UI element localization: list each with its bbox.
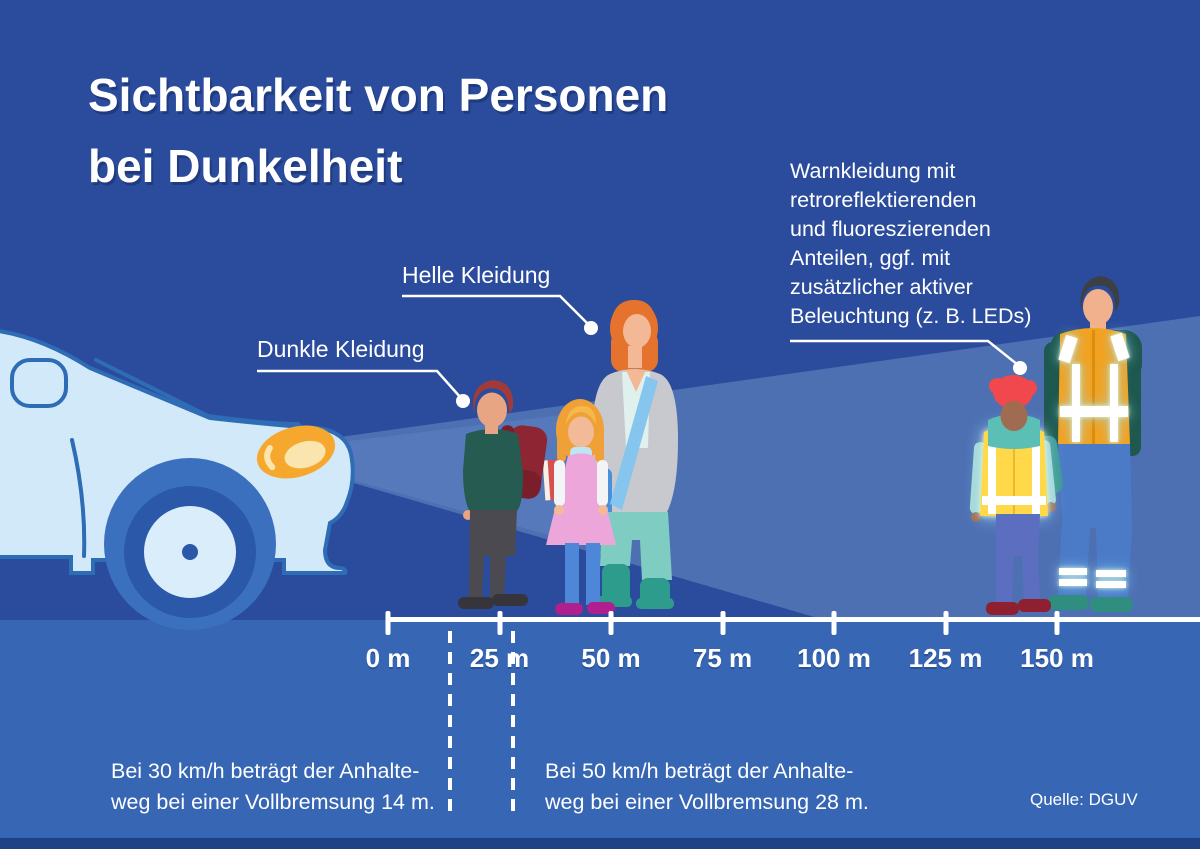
girl-shoe-left (555, 603, 583, 615)
child-shoe-left (986, 602, 1019, 615)
car-headlight (256, 425, 336, 479)
car-front-wheel (104, 458, 276, 630)
man-shoe-right (1090, 597, 1133, 612)
car-side-mirror (10, 358, 68, 408)
man-sleeve-left (1044, 342, 1063, 452)
source-credit: Quelle: DGUV (1030, 790, 1138, 809)
braking-note-50kmh: Bei 50 km/h beträgt der Anhalte- weg bei… (545, 759, 869, 814)
girl-arm-right (597, 460, 608, 506)
label-warning-clothing: Warnkleidung mit retroreflektierenden un… (790, 159, 1032, 328)
woman-boot-left (602, 564, 630, 606)
infographic-title: Sichtbarkeit von Personen bei Dunkelheit (88, 69, 669, 192)
car-door-crease (70, 438, 87, 558)
boy-shoe-right (492, 594, 528, 606)
woman-bag-strap (610, 376, 658, 510)
pedestrian-girl-light-clothing (542, 399, 616, 615)
man-shoe-left (1048, 595, 1089, 610)
child-face (1000, 401, 1028, 431)
callout-line-warning-clothing (790, 339, 1027, 375)
label-light-clothing: Helle Kleidung (402, 262, 551, 288)
distance-scale-line (386, 617, 1200, 622)
girl-arm-left (554, 460, 565, 506)
boy-trousers (469, 510, 517, 599)
girl-shoe-right (587, 602, 615, 614)
child-jeans (996, 514, 1040, 604)
boy-face (477, 392, 507, 428)
man-jeans (1058, 444, 1132, 600)
boy-jacket (463, 429, 523, 512)
woman-face (623, 314, 651, 348)
woman-neck (628, 346, 642, 368)
child-shoe-right (1018, 599, 1051, 612)
boy-hair (473, 380, 514, 414)
car-illustration (0, 329, 355, 630)
woman-hair-front (612, 300, 654, 318)
woman-trousers (600, 512, 672, 580)
pedestrian-child-warning-clothing (969, 375, 1063, 615)
braking-note-30kmh: Bei 30 km/h beträgt der Anhalte- weg bei… (111, 759, 435, 814)
man-reflective-stripes (1058, 332, 1130, 442)
road (0, 620, 1200, 838)
child-scarf (988, 414, 1040, 449)
girl-bangs (566, 406, 596, 424)
boy-shoe-left (458, 597, 494, 609)
pedestrian-man-warning-clothing (1044, 276, 1142, 612)
girl-face (568, 416, 594, 448)
headlight-beam (340, 316, 1200, 621)
callout-line-light-clothing (402, 294, 598, 335)
callout-line-dark-clothing (257, 369, 470, 408)
man-hair (1080, 276, 1120, 312)
woman-chest (626, 370, 646, 392)
girl-jeans-right (586, 543, 600, 605)
girl-jeans-left (565, 543, 579, 605)
man-face (1083, 289, 1113, 325)
bottom-strip (0, 838, 1200, 849)
pedestrian-dark-clothing (458, 380, 548, 609)
child-hivis-vest (980, 426, 1048, 516)
man-reflective-ankle-bands (1059, 568, 1126, 588)
label-dark-clothing: Dunkle Kleidung (257, 336, 425, 362)
